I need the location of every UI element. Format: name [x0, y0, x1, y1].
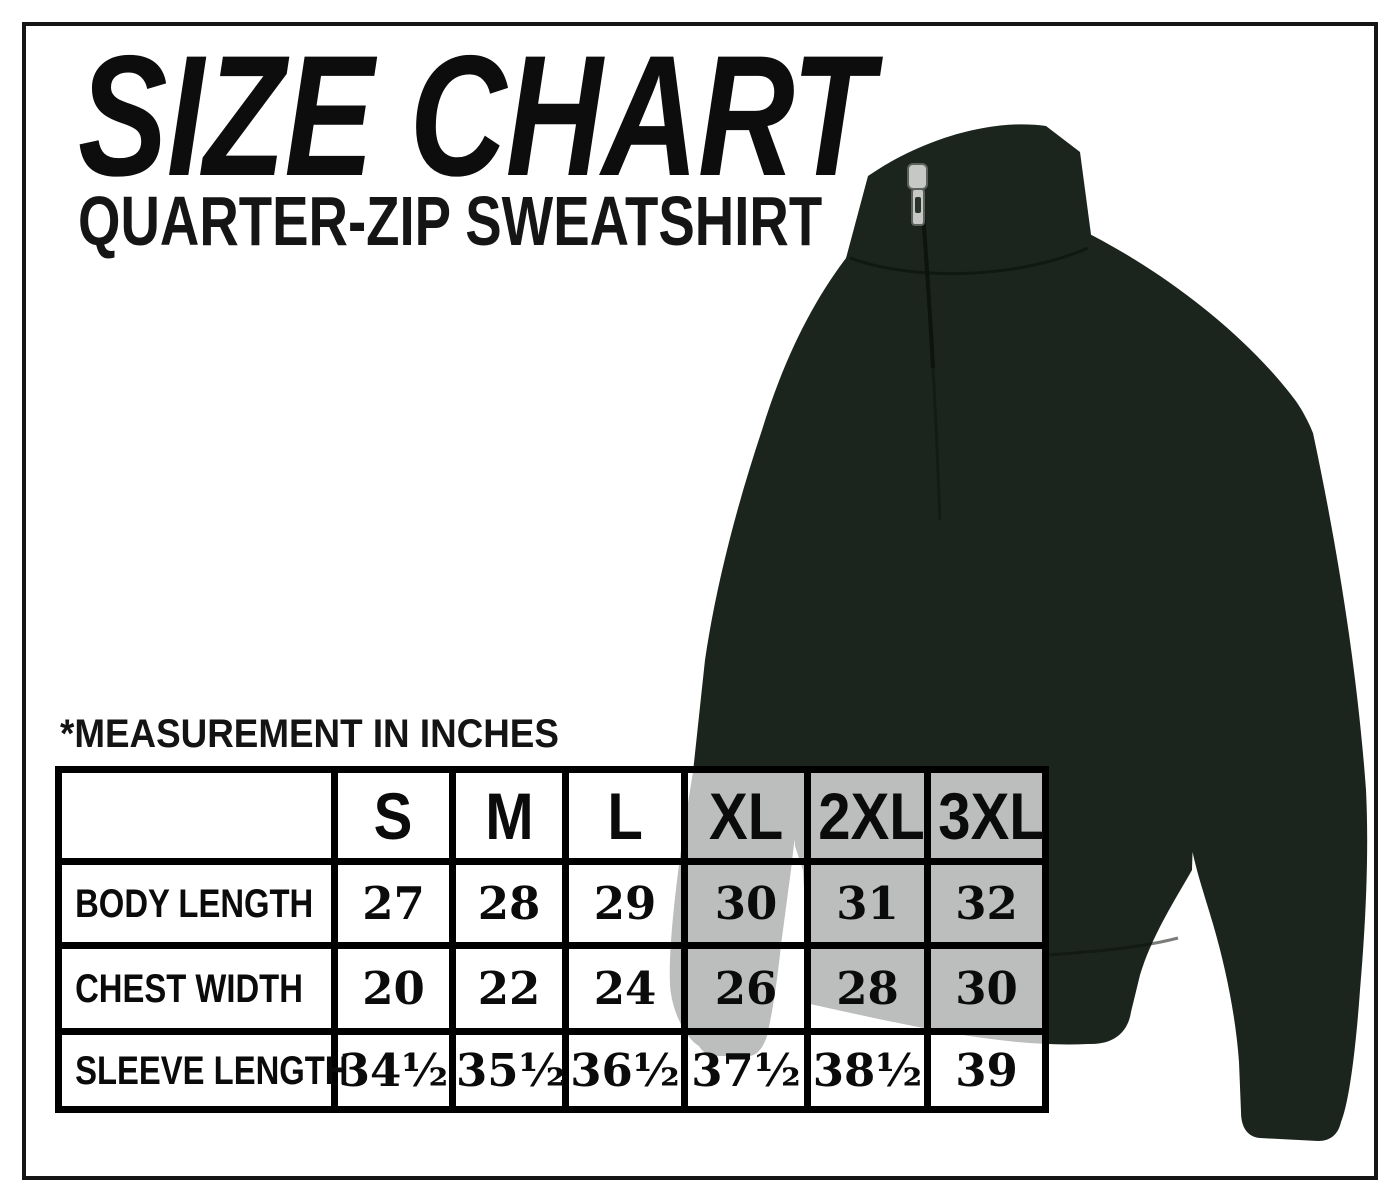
cell-sleeve-length-3xl: 39 — [924, 1028, 1049, 1113]
size-table: S M L XL 2XL 3XL BODY LENGTH 27 28 29 30… — [55, 766, 1049, 1113]
column-header-s: S — [331, 766, 456, 865]
cell-body-length-xl: 30 — [681, 858, 811, 949]
sweatshirt-right-sleeve — [1060, 220, 1368, 1141]
column-header-2xl: 2XL — [804, 766, 931, 865]
table-row-chest-width: CHEST WIDTH 20 22 24 26 28 30 — [55, 942, 1049, 1035]
measurement-note: *MEASUREMENT IN INCHES — [60, 712, 559, 756]
row-label-chest-width: CHEST WIDTH — [55, 942, 338, 1035]
cell-body-length-2xl: 31 — [804, 858, 931, 949]
cell-chest-width-2xl: 28 — [804, 942, 931, 1035]
cell-sleeve-length-s: 34½ — [331, 1028, 456, 1113]
cell-sleeve-length-m: 35½ — [449, 1028, 569, 1113]
row-label-body-length: BODY LENGTH — [55, 858, 338, 949]
cell-chest-width-s: 20 — [331, 942, 456, 1035]
zipper-pull-icon — [907, 163, 928, 226]
table-corner-cell — [55, 766, 338, 865]
row-label-sleeve-length: SLEEVE LENGTH — [55, 1028, 349, 1113]
column-header-label: M — [484, 778, 534, 853]
collar-seam — [849, 246, 1089, 276]
table-row-sleeve-length: SLEEVE LENGTH 34½ 35½ 36½ 37½ 38½ 39 — [55, 1028, 1049, 1113]
hem-seam — [1047, 936, 1179, 957]
column-header-label: XL — [708, 778, 784, 853]
cell-sleeve-length-l: 36½ — [562, 1028, 688, 1113]
table-row-body-length: BODY LENGTH 27 28 29 30 31 32 — [55, 858, 1049, 949]
cell-chest-width-m: 22 — [449, 942, 569, 1035]
cell-body-length-m: 28 — [449, 858, 569, 949]
cell-chest-width-xl: 26 — [681, 942, 811, 1035]
table-header-row: S M L XL 2XL 3XL — [55, 766, 1049, 865]
column-header-l: L — [562, 766, 688, 865]
column-header-label: 3XL — [938, 778, 1045, 853]
size-table-grid: S M L XL 2XL 3XL BODY LENGTH 27 28 29 30… — [55, 766, 1049, 1113]
cell-body-length-s: 27 — [331, 858, 456, 949]
cell-sleeve-length-2xl: 38½ — [804, 1028, 931, 1113]
cell-body-length-3xl: 32 — [924, 858, 1049, 949]
zipper-placket-crease — [931, 367, 942, 521]
column-header-label: S — [374, 778, 413, 853]
column-header-label: 2XL — [818, 778, 925, 853]
column-header-label: L — [607, 778, 643, 853]
column-header-m: M — [449, 766, 569, 865]
column-header-3xl: 3XL — [924, 766, 1049, 865]
cell-sleeve-length-xl: 37½ — [681, 1028, 811, 1113]
column-header-xl: XL — [681, 766, 811, 865]
page-subtitle: QUARTER-ZIP SWEATSHIRT — [78, 182, 823, 260]
cell-chest-width-l: 24 — [562, 942, 688, 1035]
cell-body-length-l: 29 — [562, 858, 688, 949]
cell-chest-width-3xl: 30 — [924, 942, 1049, 1035]
page-title: SIZE CHART — [78, 20, 874, 212]
